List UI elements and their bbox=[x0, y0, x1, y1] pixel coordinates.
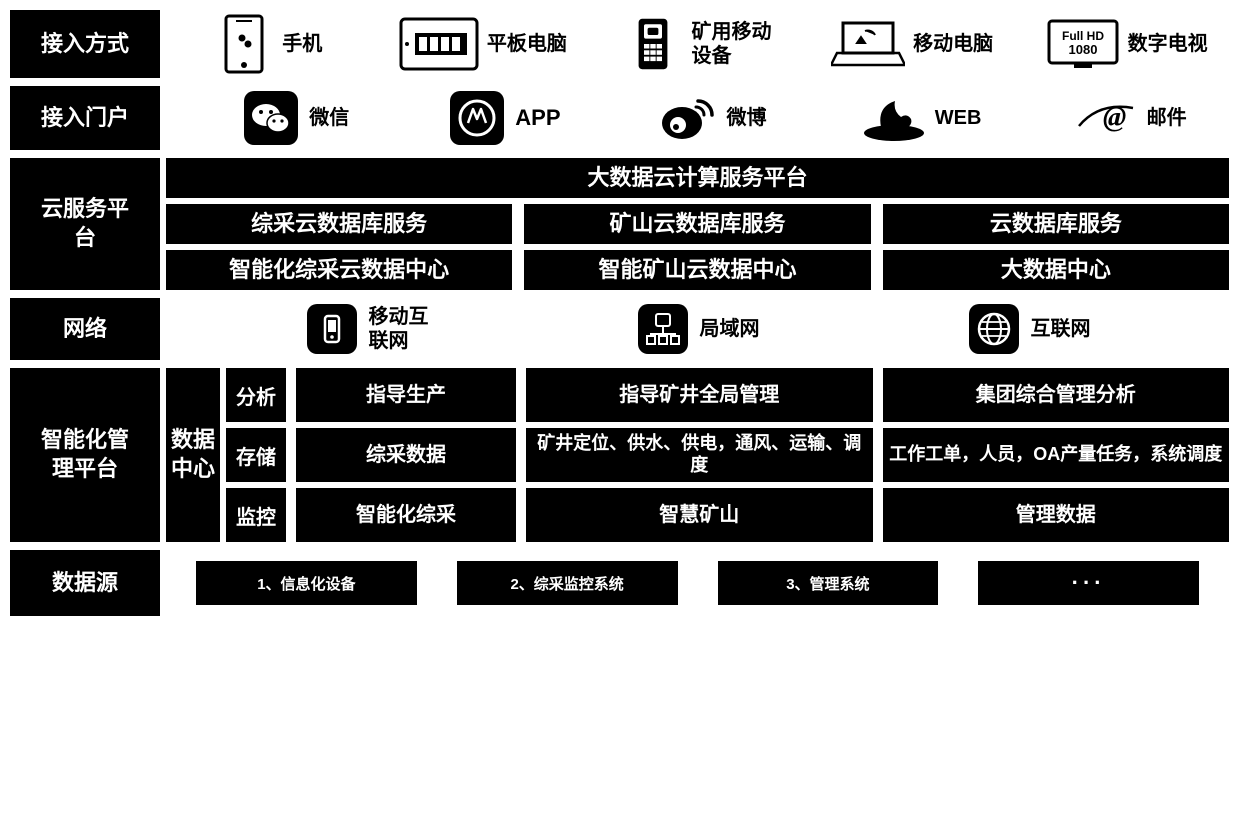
wechat-label: 微信 bbox=[309, 106, 349, 130]
item-laptop: 移动电脑 bbox=[810, 14, 1015, 74]
ds-0: 1、信息化设备 bbox=[196, 561, 417, 605]
mgmt-cat-1: 存储 bbox=[226, 428, 286, 482]
row-management: 智能化管 理平台 数据 中心 分析 指导生产 指导矿井全局管理 集团综合管理分析… bbox=[10, 368, 1229, 542]
tablet-icon bbox=[399, 14, 479, 74]
label-text: 数据源 bbox=[52, 569, 118, 598]
mobile-net-icon bbox=[305, 302, 359, 356]
row-label-access-portal: 接入门户 bbox=[10, 86, 160, 150]
tv-label: 数字电视 bbox=[1128, 32, 1208, 56]
mgmt-cat-0: 分析 bbox=[226, 368, 286, 422]
phone-label: 手机 bbox=[282, 32, 322, 56]
row-label-network: 网络 bbox=[10, 298, 160, 360]
item-mining-device: 矿用移动 设备 bbox=[595, 14, 800, 74]
weibo-icon bbox=[658, 88, 718, 148]
mgmt-0-2: 集团综合管理分析 bbox=[883, 368, 1230, 422]
cloud-grid: 大数据云计算服务平台 综采云数据库服务 矿山云数据库服务 云数据库服务 智能化综… bbox=[166, 158, 1229, 290]
item-tv: Full HD1080 数字电视 bbox=[1024, 14, 1229, 74]
row-label-datasource: 数据源 bbox=[10, 550, 160, 616]
row-data-source: 数据源 1、信息化设备 2、综采监控系统 3、管理系统 ··· bbox=[10, 550, 1229, 616]
svg-text:1080: 1080 bbox=[1068, 42, 1097, 57]
item-web: WEB bbox=[822, 88, 1021, 148]
cloud-r2-c1: 智能化综采云数据中心 bbox=[166, 250, 512, 290]
laptop-label: 移动电脑 bbox=[913, 32, 993, 56]
row-network: 网络 移动互 联网 局域网 互联网 bbox=[10, 298, 1229, 360]
lan-icon bbox=[636, 302, 690, 356]
svg-text:Full HD: Full HD bbox=[1062, 29, 1104, 43]
mobile-net-label: 移动互 联网 bbox=[369, 305, 429, 353]
phone-icon bbox=[214, 14, 274, 74]
item-lan: 局域网 bbox=[537, 302, 858, 356]
ds-2: 3、管理系统 bbox=[718, 561, 939, 605]
internet-icon bbox=[967, 302, 1021, 356]
cloud-r1-c1: 综采云数据库服务 bbox=[166, 204, 512, 244]
tablet-label: 平板电脑 bbox=[487, 32, 567, 56]
wechat-icon bbox=[241, 88, 301, 148]
app-label: APP bbox=[515, 105, 560, 131]
cloud-header: 大数据云计算服务平台 bbox=[166, 158, 1229, 198]
item-app: APP bbox=[405, 88, 604, 148]
web-icon bbox=[861, 88, 927, 148]
item-wechat: 微信 bbox=[196, 88, 395, 148]
item-tablet: 平板电脑 bbox=[381, 14, 586, 74]
row-access-method: 接入方式 手机 平板电脑 矿用移动 设备 移动电脑 bbox=[10, 10, 1229, 78]
cloud-r2-c2: 智能矿山云数据中心 bbox=[524, 250, 870, 290]
mgmt-2-0: 智能化综采 bbox=[296, 488, 516, 542]
mgmt-1-0: 综采数据 bbox=[296, 428, 516, 482]
mgmt-2-1: 智慧矿山 bbox=[526, 488, 873, 542]
svg-text:@: @ bbox=[1103, 102, 1126, 133]
mgmt-0-0: 指导生产 bbox=[296, 368, 516, 422]
data-source-items: 1、信息化设备 2、综采监控系统 3、管理系统 ··· bbox=[166, 550, 1229, 616]
label-text: 智能化管 理平台 bbox=[41, 426, 129, 483]
ds-1: 2、综采监控系统 bbox=[457, 561, 678, 605]
mgmt-1-2: 工作工单，人员，OA产量任务，系统调度 bbox=[883, 428, 1230, 482]
mgmt-sublabel: 数据 中心 bbox=[166, 368, 220, 542]
management-grid: 数据 中心 分析 指导生产 指导矿井全局管理 集团综合管理分析 存储 综采数据 … bbox=[166, 368, 1229, 542]
laptop-icon bbox=[831, 14, 905, 74]
weibo-label: 微博 bbox=[726, 106, 766, 130]
mail-label: 邮件 bbox=[1147, 106, 1187, 130]
label-text: 接入门户 bbox=[41, 104, 129, 133]
item-internet: 互联网 bbox=[868, 302, 1189, 356]
cloud-r2-c3: 大数据中心 bbox=[883, 250, 1229, 290]
item-mobile-net: 移动互 联网 bbox=[206, 302, 527, 356]
mgmt-1-1: 矿井定位、供水、供电，通风、运输、调度 bbox=[526, 428, 873, 482]
mining-device-label: 矿用移动 设备 bbox=[691, 20, 771, 68]
cloud-r1-c2: 矿山云数据库服务 bbox=[524, 204, 870, 244]
item-mail: @ 邮件 bbox=[1030, 88, 1229, 148]
label-text: 网络 bbox=[63, 315, 107, 344]
mgmt-0-1: 指导矿井全局管理 bbox=[526, 368, 873, 422]
web-label: WEB bbox=[935, 106, 982, 130]
item-weibo: 微博 bbox=[613, 88, 812, 148]
ds-3: ··· bbox=[978, 561, 1199, 605]
mail-icon: @ bbox=[1073, 88, 1139, 148]
mgmt-cat-2: 监控 bbox=[226, 488, 286, 542]
cloud-r1-c3: 云数据库服务 bbox=[883, 204, 1229, 244]
tv-icon: Full HD1080 bbox=[1046, 14, 1120, 74]
access-portal-items: 微信 APP 微博 WEB @ 邮件 bbox=[166, 86, 1229, 150]
item-phone: 手机 bbox=[166, 14, 371, 74]
label-text: 接入方式 bbox=[41, 30, 129, 59]
app-icon bbox=[447, 88, 507, 148]
row-cloud-platform: 云服务平 台 大数据云计算服务平台 综采云数据库服务 矿山云数据库服务 云数据库… bbox=[10, 158, 1229, 290]
network-items: 移动互 联网 局域网 互联网 bbox=[166, 298, 1229, 360]
label-text: 云服务平 台 bbox=[41, 195, 129, 252]
internet-label: 互联网 bbox=[1031, 317, 1091, 341]
lan-label: 局域网 bbox=[700, 317, 760, 341]
row-label-cloud: 云服务平 台 bbox=[10, 158, 160, 290]
mgmt-2-2: 管理数据 bbox=[883, 488, 1230, 542]
row-label-access-method: 接入方式 bbox=[10, 10, 160, 78]
access-method-items: 手机 平板电脑 矿用移动 设备 移动电脑 Full HD1080 数字电视 bbox=[166, 10, 1229, 78]
mining-device-icon bbox=[623, 14, 683, 74]
row-label-management: 智能化管 理平台 bbox=[10, 368, 160, 542]
row-access-portal: 接入门户 微信 APP 微博 WEB bbox=[10, 86, 1229, 150]
